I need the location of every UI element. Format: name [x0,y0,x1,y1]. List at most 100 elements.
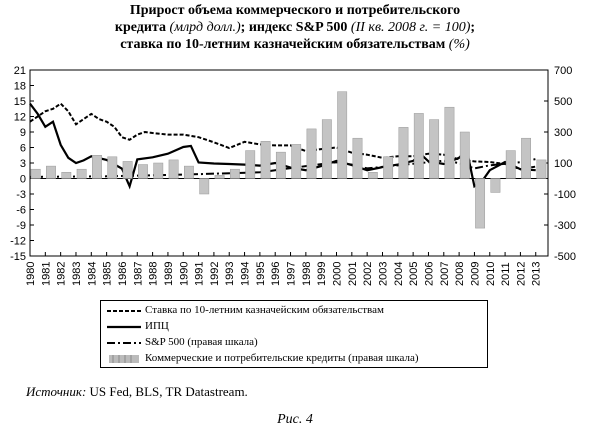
legend-swatch-dashdot [107,342,141,344]
x-tick-label: 1982 [56,262,68,286]
credit-bar [413,113,424,179]
x-tick-label: 1993 [224,262,236,286]
x-tick-label: 1995 [255,262,267,286]
credit-bar [505,150,516,179]
right-tick-label: 100 [554,158,572,170]
left-tick-label: 6 [20,143,26,155]
chart-legend: Ставка по 10-летним казначейским обязате… [100,300,488,368]
credit-bar [337,91,348,179]
x-tick-label: 1989 [163,262,175,286]
left-tick-label: 21 [14,65,26,77]
x-tick-label: 2000 [332,262,344,286]
credit-bar [229,168,240,179]
credit-bar [138,164,148,179]
x-tick-label: 1986 [117,262,129,286]
x-tick-label: 2003 [377,262,389,286]
right-tick-label: -500 [554,251,576,263]
credit-bar [383,156,394,179]
figure-caption: Рис. 4 [277,412,313,427]
left-tick-label: 9 [20,127,26,139]
title-line-1: Прирост объема коммерческого и потребите… [129,3,461,18]
x-tick-label: 1985 [102,262,114,286]
title-line-2-e: ; [470,20,476,35]
series-line-cpi [29,102,536,190]
x-tick-label: 1998 [301,262,313,286]
right-tick-label: -100 [554,189,576,201]
x-tick-label: 2008 [454,262,466,286]
credit-bar [92,155,102,179]
credit-bar [275,151,286,179]
title-line-3-b: (%) [448,37,470,52]
left-tick-label: -3 [16,189,26,201]
credit-bar [490,178,501,193]
credit-bar [398,127,409,179]
title-line-2-b: (млрд долл.) [169,20,241,35]
x-tick-label: 2006 [423,262,435,286]
left-tick-label: 12 [14,112,26,124]
x-tick-label: 2002 [362,262,374,286]
x-tick-label: 2011 [500,262,512,286]
legend-label-treasury: Ставка по 10-летним казначейским обязате… [145,304,384,316]
legend-label-credit: Коммерческие и потребительские кредиты (… [145,352,419,364]
credit-bar [107,156,118,179]
left-tick-label: 3 [20,158,26,170]
credit-bar [367,172,378,179]
credit-bar [429,119,440,179]
x-tick-label: 2010 [485,262,497,286]
x-tick-label: 1980 [25,262,37,286]
credit-bar [153,162,164,179]
right-tick-label: 700 [554,65,572,77]
credit-bar [30,168,41,179]
left-tick-label: -9 [16,220,26,232]
x-tick-label: 1991 [194,262,206,286]
credit-bar [459,131,470,179]
title-line-2-c: ; индекс S&P 500 [240,20,351,35]
credit-bar [168,159,179,179]
legend-swatch-dashed [107,310,141,312]
credit-bar [321,119,332,179]
x-tick-label: 1988 [148,262,160,286]
title-line-2-d: (II кв. 2008 г. = 100) [350,20,471,35]
legend-item-credit: Коммерческие и потребительские кредиты (… [101,351,487,367]
credit-bar [46,165,56,179]
x-tick-label: 2013 [531,262,543,286]
left-tick-label: 18 [14,81,26,93]
credit-bar [306,128,317,179]
credit-bar [291,144,302,179]
x-tick-label: 2009 [469,262,481,286]
x-tick-label: 1981 [40,262,52,286]
x-tick-label: 1996 [270,262,282,286]
left-tick-label: -6 [16,205,26,217]
x-tick-label: 1997 [286,262,298,286]
x-tick-label: 2012 [515,262,527,286]
x-tick-label: 1994 [240,262,252,286]
x-tick-label: 2007 [439,262,451,286]
legend-label-cpi: ИПЦ [145,320,169,332]
credit-bar [76,168,87,179]
legend-swatch-bars [109,355,139,363]
credit-bar [536,159,547,179]
legend-item-cpi: ИПЦ [101,319,487,335]
source-note: Источник: US Fed, BLS, TR Datastream. [26,384,248,400]
source-prefix: Источник: [26,384,87,399]
credit-bar [61,172,72,179]
credit-bar [199,178,210,195]
credit-bar [260,141,271,179]
credit-bar [184,165,194,179]
chart-plot: 21 18 15 12 9 6 3 0 -3 -6 -9 -12 -15 700 500 300 100 -100… [10,65,576,286]
legend-label-sp500: S&P 500 (правая шкала) [145,336,258,348]
credit-bar [444,106,455,179]
series-line-treasury [29,102,536,171]
x-tick-label: 2005 [408,262,420,286]
title-line-2-a: кредита [114,20,170,35]
x-tick-label: 1999 [316,262,328,286]
title-line-2: кредита (млрд долл.); индекс S&P 500 (II… [0,19,590,36]
credit-bar [521,137,531,179]
credit-bar [122,161,133,179]
legend-swatch-solid [107,325,141,329]
x-tick-label: 1983 [71,262,83,286]
x-tick-label: 1987 [132,262,144,286]
left-tick-label: 15 [14,96,26,108]
title-line-3-a: ставка по 10-летним казначейским обязате… [120,37,449,52]
legend-item-treasury: Ставка по 10-летним казначейским обязате… [101,303,487,319]
